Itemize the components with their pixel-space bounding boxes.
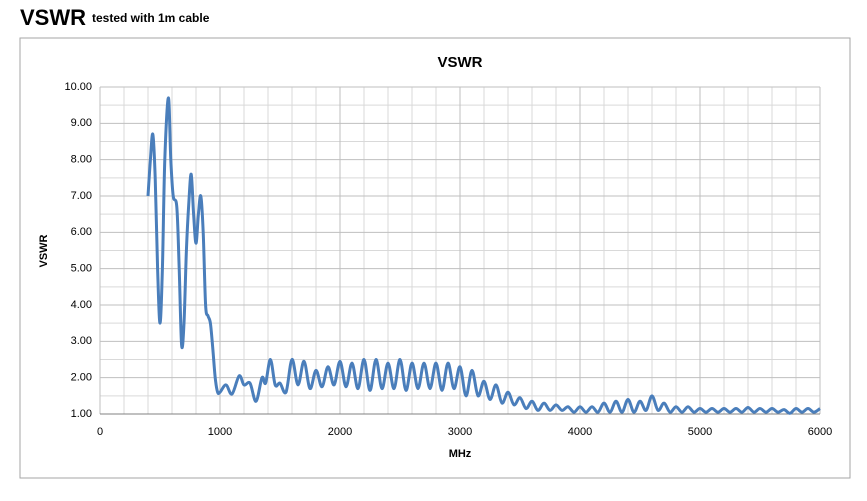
x-tick-label: 3000 <box>448 426 472 438</box>
y-axis-label: VSWR <box>38 234 50 267</box>
page-subtitle: tested with 1m cable <box>92 11 210 25</box>
y-tick-label: 7.00 <box>71 190 92 202</box>
x-tick-label: 5000 <box>688 426 712 438</box>
y-tick-label: 9.00 <box>71 117 92 129</box>
page-title-main: VSWR <box>20 5 86 30</box>
x-tick-label: 2000 <box>328 426 352 438</box>
y-tick-label: 1.00 <box>71 408 92 420</box>
x-axis-label: MHz <box>449 448 472 460</box>
x-tick-label: 1000 <box>208 426 232 438</box>
y-tick-label: 2.00 <box>71 372 92 384</box>
chart-title: VSWR <box>438 54 483 71</box>
chart-frame <box>19 37 851 479</box>
vswr-line <box>146 96 821 415</box>
y-tick-label: 6.00 <box>71 226 92 238</box>
y-tick-label: 4.00 <box>71 299 92 311</box>
y-tick-label: 3.00 <box>71 335 92 347</box>
y-tick-label: 10.00 <box>64 81 92 93</box>
x-tick-label: 0 <box>97 426 103 438</box>
page-title: VSWR tested with 1m cable <box>20 5 210 30</box>
y-tick-label: 8.00 <box>71 154 92 166</box>
x-tick-label: 6000 <box>808 426 832 438</box>
x-tick-label: 4000 <box>568 426 592 438</box>
y-tick-label: 5.00 <box>71 263 92 275</box>
